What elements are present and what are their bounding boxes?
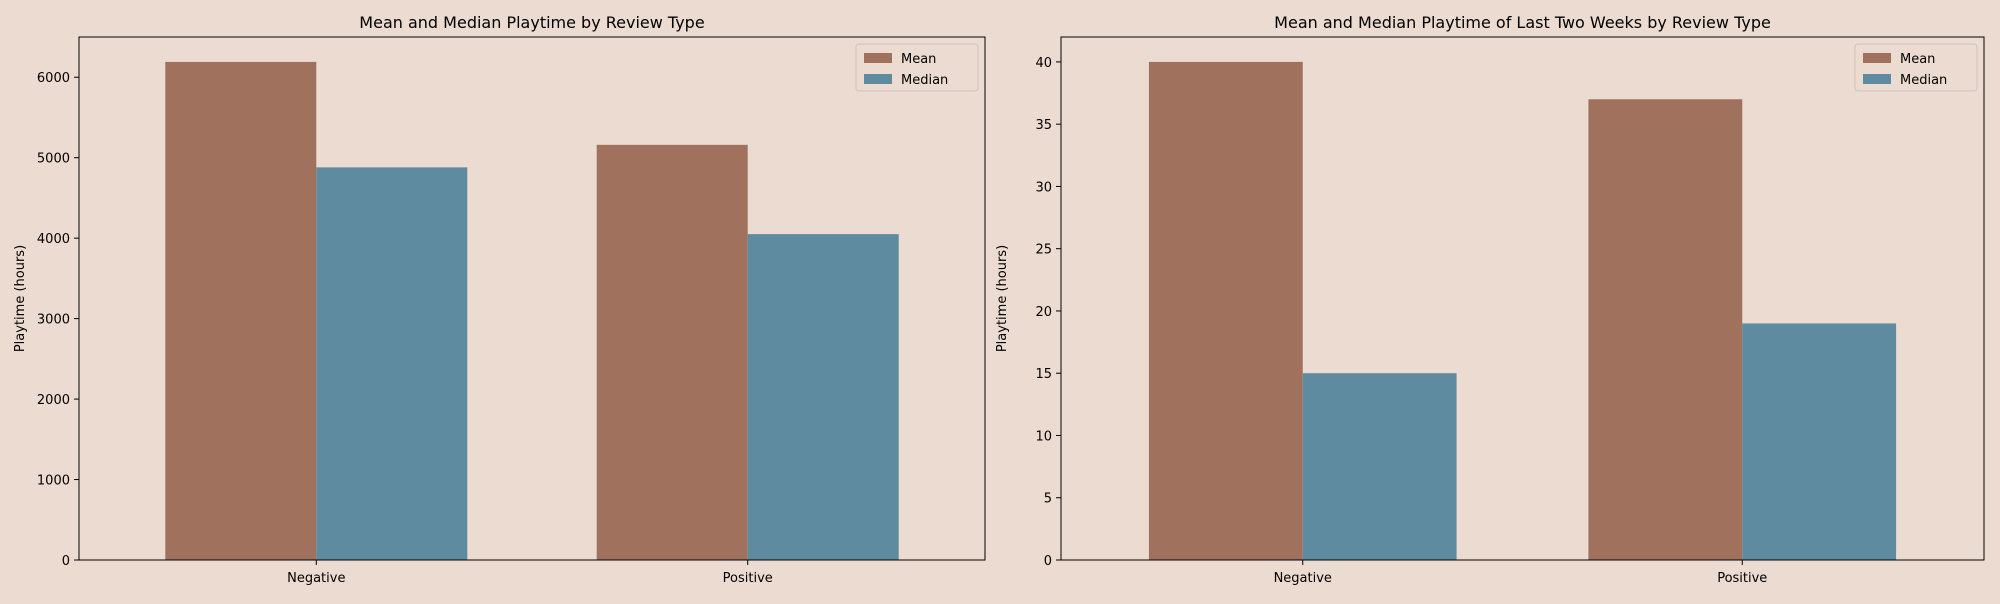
y-tick-label: 0	[62, 554, 70, 569]
x-tick-label: Positive	[1717, 571, 1767, 586]
bar-mean-positive	[596, 144, 748, 560]
y-tick-label: 20	[1035, 305, 1052, 320]
y-axis-label: Playtime (hours)	[995, 245, 1010, 352]
chart-title: Mean and Median Playtime of Last Two Wee…	[1274, 13, 1771, 32]
legend-label-mean: Mean	[901, 52, 936, 67]
y-tick-label: 3000	[37, 313, 70, 328]
y-tick-label: 0	[1044, 554, 1052, 569]
legend-label-median: Median	[901, 73, 948, 88]
bar-mean-negative	[165, 61, 317, 560]
y-tick-label: 6000	[37, 71, 70, 86]
legend-label-median: Median	[1900, 73, 1947, 88]
y-tick-label: 10	[1035, 429, 1052, 444]
y-tick-label: 30	[1035, 180, 1052, 195]
bar-median-positive	[1742, 323, 1897, 560]
y-tick-label: 25	[1035, 243, 1052, 258]
bar-mean-negative	[1148, 61, 1303, 561]
x-tick-label: Negative	[1274, 571, 1332, 586]
y-tick-label: 4000	[37, 232, 70, 247]
y-tick-label: 5000	[37, 152, 70, 167]
x-tick-label: Negative	[287, 571, 345, 586]
legend-swatch-mean	[1863, 53, 1891, 63]
y-tick-label: 1000	[37, 474, 70, 489]
legend-swatch-mean	[864, 53, 892, 63]
axes-frame	[1060, 36, 1985, 561]
y-tick-label: 5	[1044, 492, 1052, 507]
y-tick-label: 2000	[37, 393, 70, 408]
bar-mean-positive	[1588, 99, 1743, 560]
legend-swatch-median	[1863, 74, 1891, 84]
y-tick-label: 40	[1035, 56, 1052, 71]
axes-frame	[78, 36, 986, 561]
bar-median-negative	[1302, 373, 1457, 560]
legend-swatch-median	[864, 74, 892, 84]
x-tick-label: Positive	[723, 571, 773, 586]
bar-median-negative	[316, 167, 468, 560]
y-axis-label: Playtime (hours)	[13, 245, 28, 352]
y-tick-label: 35	[1035, 118, 1052, 133]
chart-title: Mean and Median Playtime by Review Type	[359, 13, 704, 32]
legend-label-mean: Mean	[1900, 52, 1935, 67]
bar-median-positive	[747, 234, 899, 560]
y-tick-label: 15	[1035, 367, 1052, 382]
